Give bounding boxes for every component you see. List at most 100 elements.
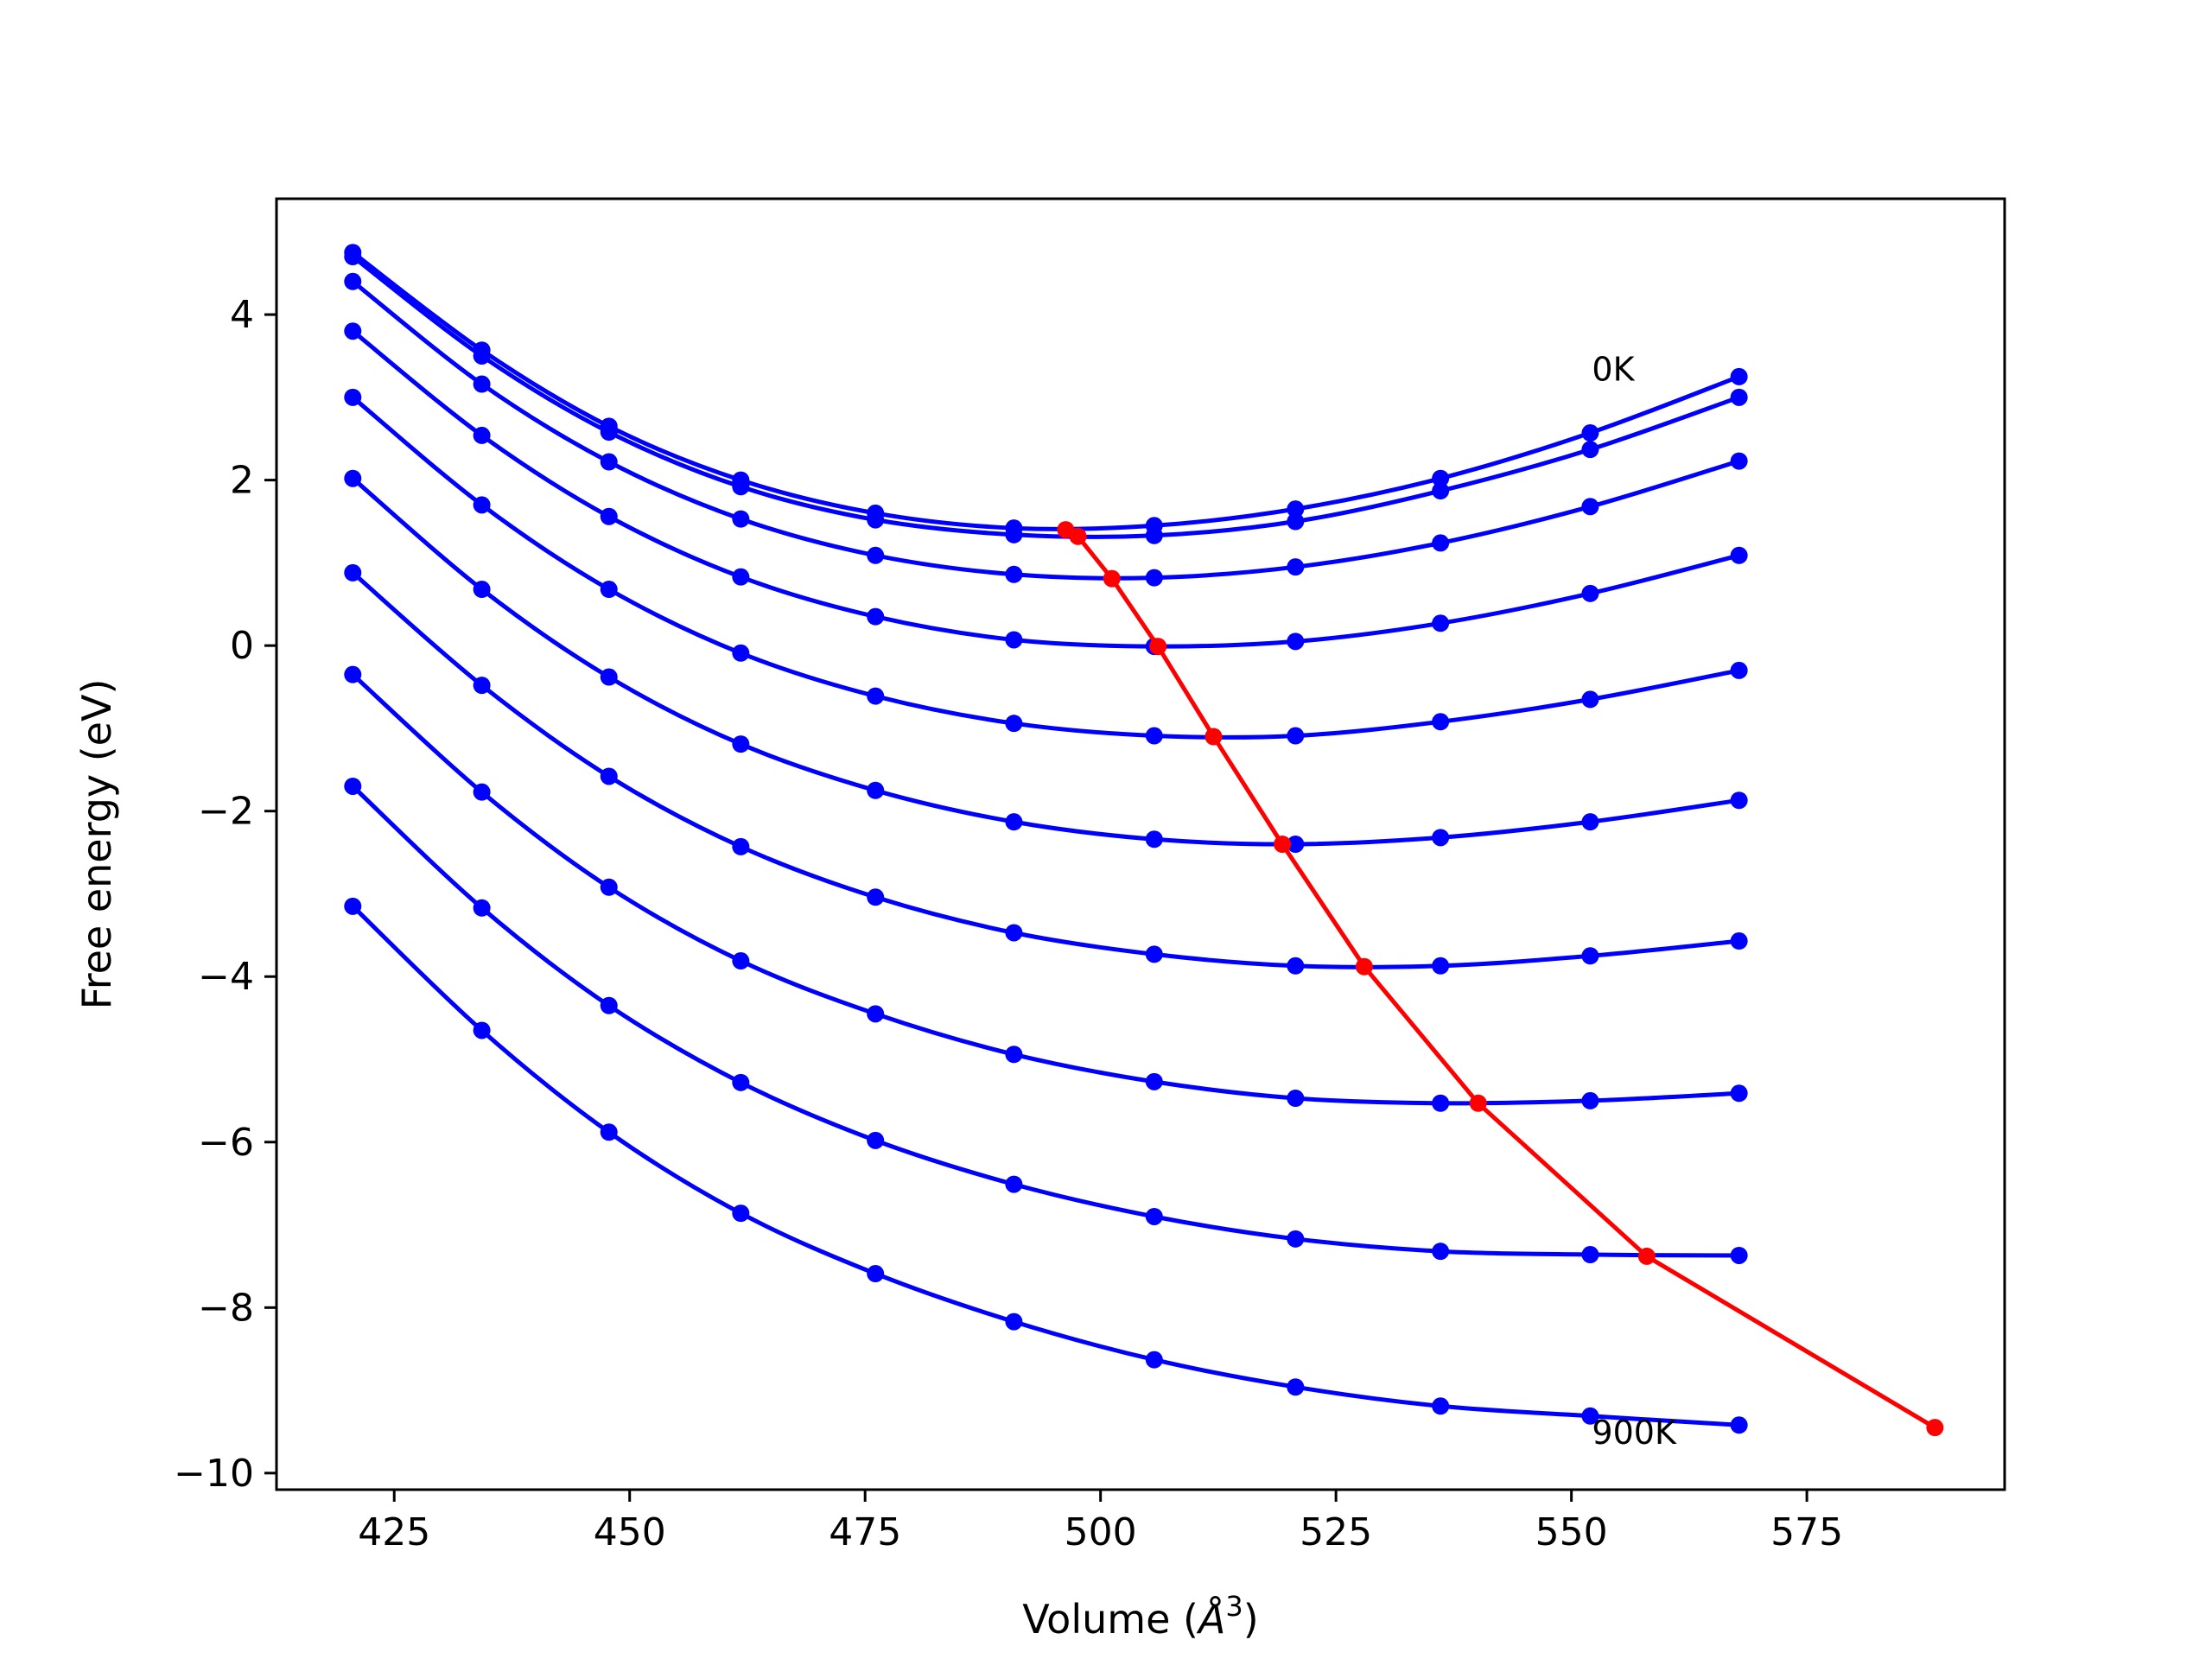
isotherm-point [600, 507, 618, 525]
isotherm-point [1145, 526, 1163, 544]
isotherm-point [1005, 1046, 1023, 1064]
isotherm-point [1005, 1313, 1023, 1331]
minimum-path-line [1065, 527, 1936, 1430]
isotherm-point [1432, 957, 1450, 975]
isotherm-point [1730, 661, 1748, 679]
isotherm-point [1730, 932, 1748, 950]
isotherm-point [1432, 534, 1450, 552]
isotherm-point [600, 668, 618, 686]
isotherm-point [1005, 813, 1023, 831]
isotherm-point [344, 272, 362, 290]
isotherm-point [732, 644, 750, 662]
isotherm-point [732, 510, 750, 528]
isotherm-point [1581, 1407, 1599, 1425]
isotherm-point [600, 1123, 618, 1141]
isotherm-point [344, 777, 362, 795]
isotherm-point [732, 1205, 750, 1223]
isotherm-point [1730, 452, 1748, 470]
isotherm-point [867, 1265, 885, 1283]
axis-ticks: 425 450 475 500 525 550 575 4 2 0 −2 −4 −6 −8 −10 [174, 293, 1843, 1554]
isotherm-point [1581, 947, 1599, 965]
isotherm-point [344, 897, 362, 915]
isotherm-point [867, 1005, 885, 1023]
isotherm-point [1730, 367, 1748, 385]
x-axis-label: Volume (Å3) [1022, 1590, 1258, 1643]
isotherm-point [867, 687, 885, 705]
isotherm-point [1432, 614, 1450, 632]
minimum-path-point [1069, 527, 1087, 545]
isotherm-point [1145, 1207, 1163, 1225]
isotherm-point [344, 469, 362, 487]
isotherm-point [1581, 1246, 1599, 1264]
minimum-path-point [1469, 1094, 1487, 1112]
isotherm-point [1287, 727, 1305, 745]
plot-content [344, 244, 1944, 1437]
isotherm-point [1730, 546, 1748, 564]
isotherm-point [1432, 1243, 1450, 1261]
isotherm-point [1581, 690, 1599, 709]
isotherm-point [1581, 584, 1599, 602]
y-tick-label: −8 [198, 1286, 254, 1330]
isotherm-point [1145, 945, 1163, 963]
y-tick-label: −6 [198, 1121, 254, 1165]
y-tick-label: −10 [174, 1452, 254, 1496]
isotherm-point [473, 899, 491, 917]
isotherm-point [1432, 482, 1450, 500]
isotherm-point [1287, 632, 1305, 651]
isotherm-point [1432, 713, 1450, 731]
x-tick-label: 575 [1770, 1510, 1843, 1554]
minimum-path-point [1103, 569, 1121, 588]
annotations: 0K 900K [1592, 350, 1677, 1452]
isotherm-point [344, 388, 362, 406]
isotherm-point [1287, 500, 1305, 518]
isotherm-point [1287, 1230, 1305, 1248]
minimum-path-point [1149, 638, 1167, 656]
isotherm-point [732, 478, 750, 496]
y-axis-label: Free energy (eV) [73, 679, 120, 1010]
isotherm-point [600, 996, 618, 1014]
x-tick-label: 500 [1065, 1510, 1137, 1554]
isotherm-point [1145, 569, 1163, 587]
isotherm-point [1730, 1246, 1748, 1264]
isotherm-point [1581, 424, 1599, 442]
isotherm-point [867, 888, 885, 906]
isotherm-point [1287, 836, 1305, 853]
plot-frame [275, 197, 2006, 1491]
isotherm-point [1287, 957, 1305, 975]
isotherm-point [344, 563, 362, 582]
isotherm-point [473, 783, 491, 801]
isotherm-point [600, 767, 618, 785]
isotherm-point [473, 1021, 491, 1039]
isotherm-point [1581, 1091, 1599, 1109]
isotherm-point [1005, 924, 1023, 942]
x-axis-label-main: Volume ( [1022, 1596, 1198, 1643]
isotherm-point [344, 665, 362, 683]
isotherm-point [1005, 715, 1023, 733]
isotherm-point [600, 878, 618, 896]
isotherm-point [473, 346, 491, 365]
isotherm-point [344, 322, 362, 340]
isotherm-point [1145, 830, 1163, 849]
temperature-annotation: 0K [1592, 350, 1635, 388]
isotherm-point [344, 248, 362, 266]
isotherm-point [867, 511, 885, 529]
isotherm-point [867, 546, 885, 564]
y-tick-label: 0 [230, 624, 254, 668]
minimum-path-point [1926, 1419, 1944, 1437]
x-tick-label: 475 [829, 1510, 901, 1554]
x-tick-label: 450 [594, 1510, 666, 1554]
minimum-path-point [1205, 728, 1223, 746]
isotherm-point [1581, 441, 1599, 459]
minimum-path-point [1274, 836, 1292, 853]
isotherm-point [473, 426, 491, 444]
isotherm-point [1005, 525, 1023, 543]
isotherm-point [732, 568, 750, 586]
isotherm-point [1145, 1072, 1163, 1090]
y-tick-label: −4 [198, 955, 254, 999]
isotherm-point [732, 1073, 750, 1091]
x-axis-label-exponent: 3 [1225, 1590, 1243, 1623]
x-tick-label: 525 [1300, 1510, 1372, 1554]
isotherm-point [1432, 469, 1450, 487]
